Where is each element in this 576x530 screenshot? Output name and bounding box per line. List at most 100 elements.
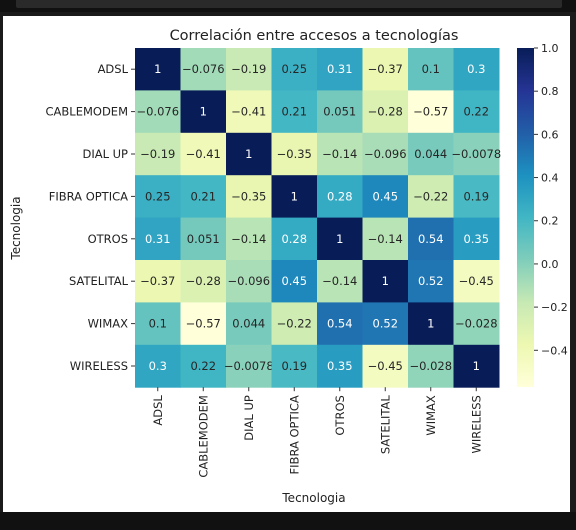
cell-value-label: −0.0078 — [451, 147, 501, 161]
cell-value-label: 0.45 — [372, 189, 398, 203]
cell-value-label: 1 — [245, 147, 252, 161]
column-label: WIMAX — [424, 395, 438, 436]
column-label: OTROS — [333, 395, 347, 435]
column-label: FIBRA OPTICA — [287, 395, 301, 474]
column-label: DIAL UP — [242, 395, 256, 441]
cell-value-label: −0.35 — [277, 147, 312, 161]
column-labels: ADSL CABLEMODEM DIAL UP FIBRA OPTICA OTROS SA… — [151, 387, 484, 477]
cell-value-label: −0.14 — [322, 274, 357, 288]
cell-value-label: 1 — [336, 232, 343, 246]
column-label: WIRELESS — [469, 395, 483, 453]
top-strip — [0, 0, 576, 12]
cell-value-label: 0.1 — [149, 317, 167, 331]
cell-value-label: 0.22 — [190, 359, 216, 373]
cell-value-label: −0.14 — [231, 232, 266, 246]
colorbar-tick-label: 0.8 — [541, 85, 559, 98]
cell-value-label: 0.25 — [281, 62, 307, 76]
colorbar-tick-label: 1.0 — [541, 42, 559, 55]
colorbar-ticks: 1.0 0.8 0.6 0.4 0.2 0.0 −0.2 −0.4 — [534, 42, 568, 357]
column-label: SATELITAL — [378, 395, 392, 455]
cell-value-label: 0.19 — [281, 359, 307, 373]
cell-value-label: −0.076 — [136, 105, 179, 119]
colorbar-tick-label: 0.4 — [541, 172, 559, 185]
cell-value-label: 0.28 — [327, 189, 353, 203]
cell-value-label: −0.41 — [186, 147, 221, 161]
cell-value-label: 1 — [473, 359, 480, 373]
cell-value-label: −0.37 — [368, 62, 403, 76]
cell-value-label: 0.22 — [463, 105, 489, 119]
cell-value-label: 0.3 — [149, 359, 167, 373]
row-label: WIMAX — [88, 317, 129, 331]
chart-title: Correlación entre accesos a tecnologías — [170, 28, 459, 44]
cell-value-label: −0.28 — [186, 274, 221, 288]
cell-value-label: −0.14 — [322, 147, 357, 161]
cell-value-label: −0.22 — [413, 189, 448, 203]
cell-value-label: −0.45 — [368, 359, 403, 373]
cell-value-label: −0.45 — [459, 274, 494, 288]
cell-value-label: −0.22 — [277, 317, 312, 331]
cell-value-label: 0.21 — [281, 105, 307, 119]
column-label: ADSL — [151, 395, 165, 426]
row-label: DIAL UP — [82, 147, 128, 161]
colorbar-tick-label: 0.6 — [541, 128, 559, 141]
cell-value-label: 0.3 — [467, 62, 485, 76]
cell-value-label: 1 — [382, 274, 389, 288]
cell-value-label: 0.35 — [463, 232, 489, 246]
bottom-strip — [0, 512, 576, 530]
cell-value-label: 0.35 — [327, 359, 353, 373]
row-label: SATELITAL — [69, 274, 129, 288]
cell-value-label: 0.52 — [418, 274, 444, 288]
cell-value-label: 0.31 — [145, 232, 171, 246]
cell-value-label: 0.31 — [327, 62, 353, 76]
cell-value-label: 0.28 — [281, 232, 307, 246]
colorbar-tick-label: −0.4 — [541, 344, 568, 357]
cell-value-label: 0.52 — [372, 317, 398, 331]
cell-value-label: −0.028 — [455, 317, 498, 331]
row-label: OTROS — [88, 232, 128, 246]
cell-value-label: 0.45 — [281, 274, 307, 288]
cell-value-label: −0.28 — [368, 105, 403, 119]
heatmap-cells: 1 −0.076 −0.19 0.25 0.31 −0.37 0.1 0.3−0.076 1 −0… — [135, 48, 501, 388]
cell-value-label: 0.051 — [187, 232, 220, 246]
cell-value-label: −0.19 — [140, 147, 175, 161]
cell-value-label: −0.57 — [186, 317, 221, 331]
row-label: ADSL — [98, 62, 129, 76]
row-labels: ADSLCABLEMODEMDIAL UPFIBRA OPTICAOTROSSA… — [46, 62, 135, 373]
cell-value-label: 1 — [200, 105, 207, 119]
cell-value-label: −0.41 — [231, 105, 266, 119]
cell-value-label: −0.076 — [182, 62, 225, 76]
cell-value-label: 0.044 — [414, 147, 447, 161]
cell-value-label: 0.1 — [422, 62, 440, 76]
cell-value-label: −0.096 — [364, 147, 407, 161]
cell-value-label: −0.14 — [368, 232, 403, 246]
cell-value-label: −0.0078 — [224, 359, 274, 373]
cell-value-label: 0.54 — [327, 317, 353, 331]
cell-value-label: 0.54 — [418, 232, 444, 246]
cell-value-label: 0.21 — [190, 189, 216, 203]
cell-value-label: −0.37 — [140, 274, 175, 288]
colorbar — [517, 48, 534, 387]
row-label: CABLEMODEM — [46, 105, 128, 119]
chart-card: Correlación entre accesos a tecnologías … — [3, 16, 570, 512]
column-label: CABLEMODEM — [196, 395, 210, 477]
cell-value-label: 1 — [427, 317, 434, 331]
cell-value-label: 0.19 — [463, 189, 489, 203]
colorbar-tick-label: 0.2 — [541, 215, 559, 228]
heatmap-chart: Correlación entre accesos a tecnologías … — [3, 16, 570, 512]
cell-value-label: 0.044 — [232, 317, 265, 331]
cell-value-label: −0.028 — [409, 359, 452, 373]
colorbar-tick-label: 0.0 — [541, 258, 559, 271]
cell-value-label: −0.35 — [231, 189, 266, 203]
cell-value-label: −0.096 — [227, 274, 270, 288]
cell-value-label: 0.25 — [145, 189, 171, 203]
x-axis-label: Tecnologia — [281, 491, 345, 505]
colorbar-tick-label: −0.2 — [541, 301, 568, 314]
cell-value-label: 1 — [154, 62, 161, 76]
top-strip-inner — [16, 0, 562, 8]
y-axis-label: Tecnologia — [9, 196, 23, 260]
cell-value-label: −0.19 — [231, 62, 266, 76]
cell-value-label: −0.57 — [413, 105, 448, 119]
cell-value-label: 1 — [291, 189, 298, 203]
row-label: WIRELESS — [70, 359, 128, 373]
cell-value-label: 0.051 — [323, 105, 356, 119]
